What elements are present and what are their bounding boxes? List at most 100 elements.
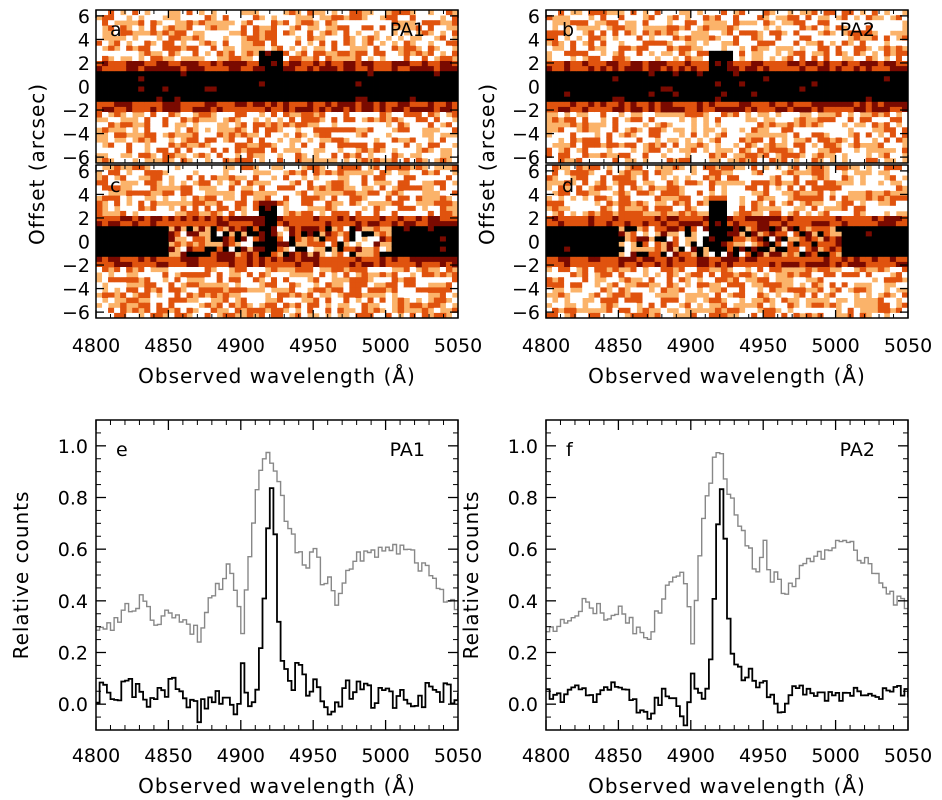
heatmap-cell bbox=[162, 272, 169, 278]
heatmap-cell bbox=[222, 30, 230, 36]
heatmap-cell bbox=[600, 25, 607, 31]
heatmap-cell bbox=[588, 45, 595, 52]
heatmap-cell bbox=[582, 200, 589, 207]
heatmap-cell bbox=[781, 96, 788, 103]
heatmap-cell bbox=[409, 236, 417, 242]
heatmap-cell bbox=[576, 71, 583, 77]
heatmap-cell bbox=[781, 147, 788, 154]
heatmap-cell bbox=[415, 117, 423, 123]
heatmap-cell bbox=[895, 137, 903, 143]
heatmap-cell bbox=[895, 147, 903, 154]
heatmap-cell bbox=[144, 15, 151, 21]
heatmap-cell bbox=[727, 45, 734, 52]
heatmap-cell bbox=[751, 66, 758, 72]
heatmap-cell bbox=[313, 241, 320, 247]
heatmap-cell bbox=[564, 71, 571, 77]
heatmap-cell bbox=[343, 142, 350, 149]
heatmap-cell bbox=[144, 20, 151, 26]
heatmap-cell bbox=[246, 272, 254, 278]
heatmap-cell bbox=[264, 282, 272, 288]
heatmap-cell bbox=[264, 81, 272, 87]
heatmap-cell bbox=[877, 25, 885, 31]
heatmap-cell bbox=[234, 246, 242, 253]
heatmap-cell bbox=[642, 91, 649, 98]
heatmap-cell bbox=[295, 117, 302, 123]
heatmap-cell bbox=[240, 180, 248, 186]
heatmap-cell bbox=[733, 106, 740, 113]
heatmap-cell bbox=[144, 231, 151, 237]
heatmap-cell bbox=[168, 96, 175, 103]
heatmap-cell bbox=[331, 132, 338, 138]
heatmap-cell bbox=[642, 251, 649, 258]
heatmap-cell bbox=[427, 71, 435, 77]
heatmap-cell bbox=[552, 66, 559, 72]
heatmap-cell bbox=[361, 81, 368, 87]
heatmap-cell bbox=[132, 246, 139, 253]
heatmap-cell bbox=[277, 71, 284, 77]
heatmap-cell bbox=[415, 170, 423, 176]
heatmap-cell bbox=[702, 91, 710, 98]
heatmap-cell bbox=[216, 45, 224, 52]
heatmap-cell bbox=[325, 246, 332, 253]
heatmap-cell bbox=[204, 287, 212, 293]
heatmap-cell bbox=[150, 55, 157, 62]
heatmap-cell bbox=[847, 20, 855, 26]
heatmap-cell bbox=[144, 25, 151, 31]
heatmap-cell bbox=[558, 292, 565, 298]
heatmap-cell bbox=[156, 236, 163, 242]
heatmap-cell bbox=[307, 210, 314, 217]
heatmap-cell bbox=[198, 66, 205, 72]
heatmap-cell bbox=[445, 256, 453, 263]
heatmap-cell bbox=[252, 272, 260, 278]
heatmap-cell bbox=[397, 132, 405, 138]
panel-c: c bbox=[95, 164, 459, 319]
heatmap-cell bbox=[385, 307, 393, 314]
heatmap-cell bbox=[877, 35, 885, 41]
heatmap-cell bbox=[871, 112, 879, 118]
heatmap-cell bbox=[648, 66, 655, 72]
heatmap-cell bbox=[570, 45, 577, 52]
heatmap-cell bbox=[132, 142, 139, 149]
heatmap-cell bbox=[847, 86, 855, 92]
heatmap-cell bbox=[751, 86, 758, 92]
heatmap-cell bbox=[403, 50, 411, 57]
heatmap-cell bbox=[246, 226, 254, 232]
heatmap-cell bbox=[120, 302, 127, 309]
heatmap-cell bbox=[319, 200, 326, 207]
heatmap-cell bbox=[403, 157, 411, 163]
heatmap-cell bbox=[174, 226, 181, 232]
heatmap-cell bbox=[630, 76, 637, 82]
heatmap-cell bbox=[156, 10, 163, 16]
heatmap-cell bbox=[696, 50, 704, 57]
heatmap-cell bbox=[96, 312, 103, 318]
heatmap-cell bbox=[570, 261, 577, 268]
heatmap-cell bbox=[582, 76, 589, 82]
heatmap-cell bbox=[708, 81, 716, 87]
heatmap-cell bbox=[198, 261, 205, 268]
heatmap-cell bbox=[642, 190, 649, 196]
heatmap-cell bbox=[216, 86, 224, 92]
heatmap-cell bbox=[451, 297, 458, 304]
heatmap-cell bbox=[361, 165, 368, 171]
heatmap-cell bbox=[630, 185, 637, 191]
heatmap-cell bbox=[859, 55, 867, 62]
heatmap-cell bbox=[654, 86, 662, 92]
heatmap-cell bbox=[277, 170, 284, 176]
heatmap-cell bbox=[96, 50, 103, 57]
heatmap-cell bbox=[769, 147, 776, 154]
heatmap-cell bbox=[162, 30, 169, 36]
heatmap-cell bbox=[883, 35, 891, 41]
heatmap-cell bbox=[445, 210, 453, 217]
heatmap-cell bbox=[439, 297, 447, 304]
heatmap-cell bbox=[576, 152, 583, 159]
heatmap-cell bbox=[889, 96, 897, 103]
heatmap-cell bbox=[246, 236, 254, 242]
heatmap-cell bbox=[763, 20, 770, 26]
heatmap-cell bbox=[648, 112, 655, 118]
heatmap-cell bbox=[445, 142, 453, 149]
heatmap-cell bbox=[301, 112, 308, 118]
heatmap-cell bbox=[660, 66, 668, 72]
heatmap-cell bbox=[162, 210, 169, 217]
heatmap-cell bbox=[883, 61, 891, 67]
heatmap-cell bbox=[745, 122, 752, 128]
